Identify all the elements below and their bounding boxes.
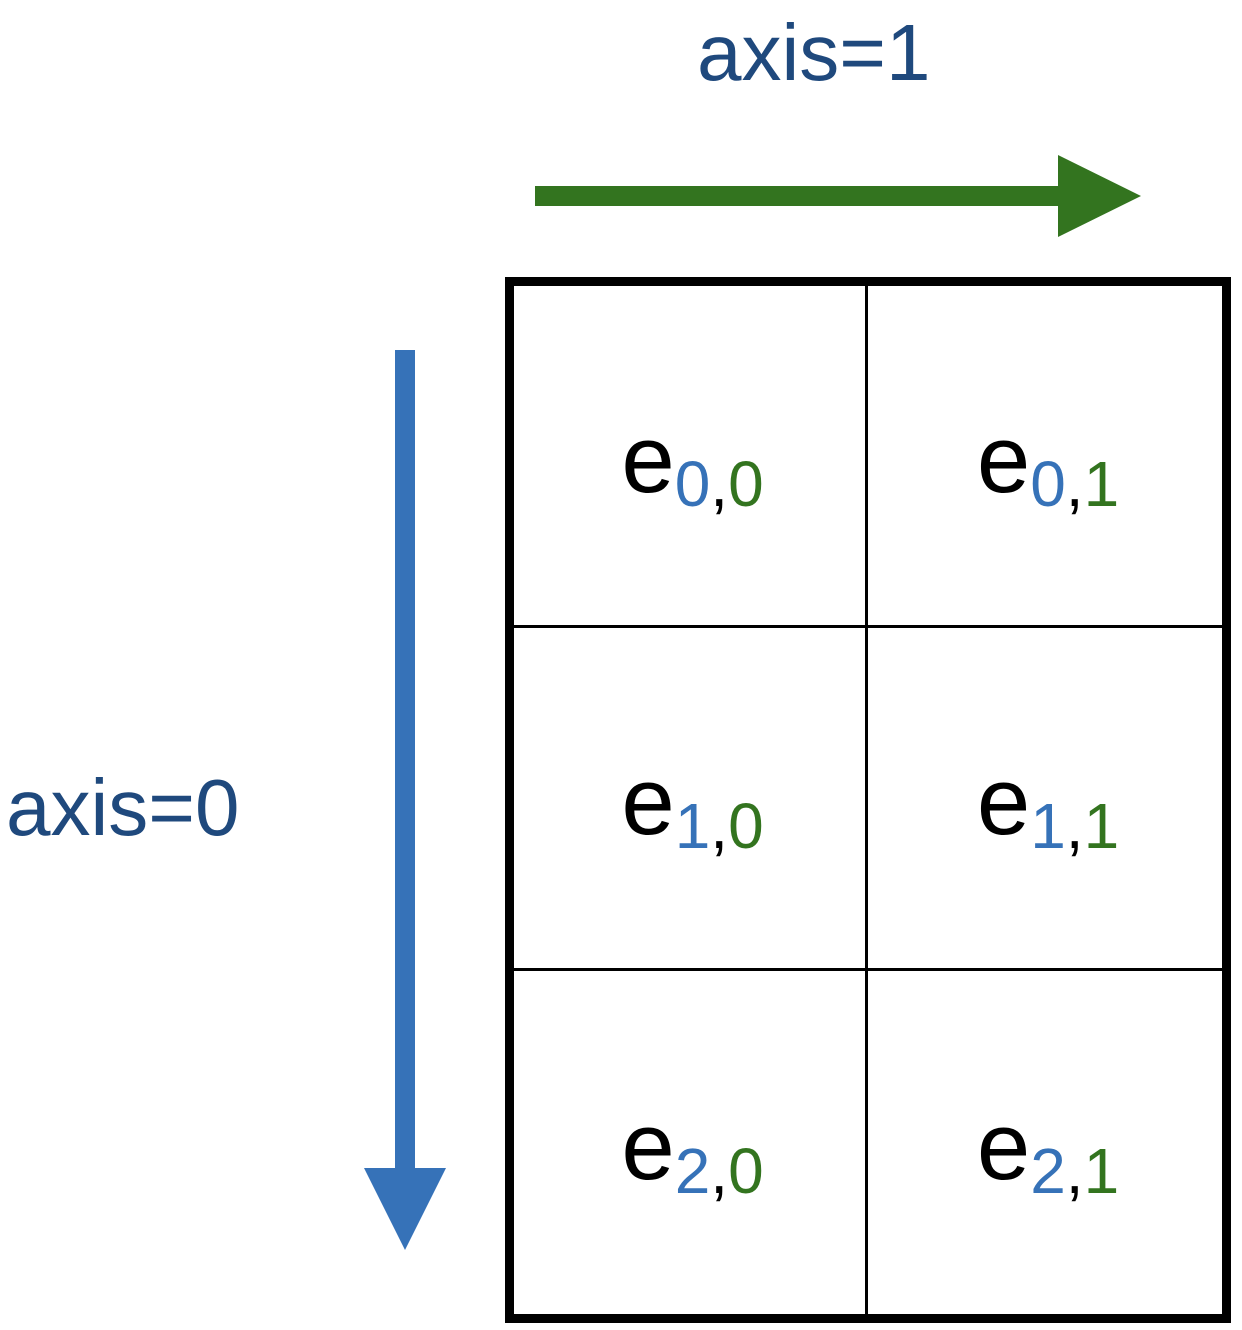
matrix-cell-1-0: e 1,0 xyxy=(514,628,868,971)
row-index: 0 xyxy=(1030,447,1066,520)
element-symbol: e xyxy=(621,405,675,513)
element-e-1-0: e 1,0 xyxy=(621,748,763,859)
element-subscript: 0,1 xyxy=(1030,452,1119,516)
matrix-cell-0-0: e 0,0 xyxy=(514,286,868,628)
element-e-0-0: e 0,0 xyxy=(621,405,763,516)
col-index: 0 xyxy=(728,447,764,520)
row-index: 1 xyxy=(674,790,711,862)
row-index: 0 xyxy=(674,447,711,520)
element-subscript: 1,0 xyxy=(675,794,764,858)
matrix-grid: e 0,0 e 0,1 e 1,0 e 1,1 e 2,0 e 2,1 xyxy=(505,277,1231,1323)
matrix-cell-2-1: e 2,1 xyxy=(868,971,1222,1314)
axis-1-arrow xyxy=(535,155,1141,237)
matrix-cell-0-1: e 0,1 xyxy=(868,286,1222,628)
col-index: 1 xyxy=(1083,790,1120,862)
axis-0-label: axis=0 xyxy=(6,763,240,852)
row-index: 2 xyxy=(674,1134,711,1207)
element-subscript: 0,0 xyxy=(675,452,764,516)
col-index: 0 xyxy=(728,790,764,862)
col-index: 1 xyxy=(1083,1134,1120,1207)
index-separator: , xyxy=(1065,447,1084,520)
col-index: 0 xyxy=(728,1134,764,1207)
index-separator: , xyxy=(1065,1134,1084,1207)
element-symbol: e xyxy=(621,1092,675,1200)
element-e-2-0: e 2,0 xyxy=(621,1092,763,1203)
index-separator: , xyxy=(710,447,729,520)
element-e-0-1: e 0,1 xyxy=(976,405,1119,516)
axis-0-arrow xyxy=(364,350,446,1250)
axis-1-label: axis=1 xyxy=(697,8,931,97)
element-symbol: e xyxy=(976,748,1031,855)
element-symbol: e xyxy=(976,1092,1031,1200)
index-separator: , xyxy=(1065,790,1084,862)
element-symbol: e xyxy=(976,405,1031,513)
matrix-cell-1-1: e 1,1 xyxy=(868,628,1222,971)
row-index: 1 xyxy=(1030,790,1066,862)
element-e-2-1: e 2,1 xyxy=(976,1092,1119,1203)
col-index: 1 xyxy=(1083,447,1120,520)
element-subscript: 2,0 xyxy=(675,1139,764,1203)
matrix-cell-2-0: e 2,0 xyxy=(514,971,868,1314)
element-e-1-1: e 1,1 xyxy=(976,748,1119,859)
index-separator: , xyxy=(710,790,729,862)
index-separator: , xyxy=(710,1134,729,1207)
element-subscript: 2,1 xyxy=(1030,1139,1119,1203)
row-index: 2 xyxy=(1030,1134,1066,1207)
element-symbol: e xyxy=(621,748,675,855)
element-subscript: 1,1 xyxy=(1030,794,1119,858)
